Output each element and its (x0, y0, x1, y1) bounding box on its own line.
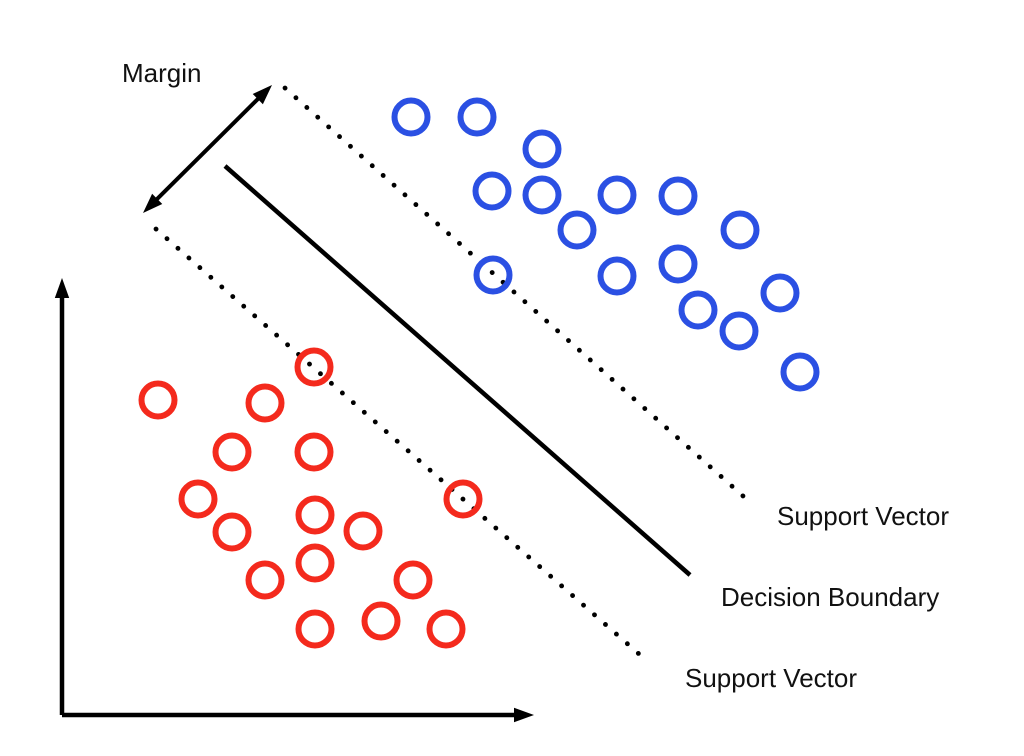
red-class-point (178, 479, 218, 519)
red-class-point (295, 495, 335, 535)
blue-class-point (678, 290, 718, 330)
blue-class-point (658, 244, 698, 284)
red-class-point (294, 432, 334, 472)
red-class-point (361, 601, 401, 641)
red-class-point (212, 432, 252, 472)
red-class-point (295, 543, 335, 583)
margin-arrow (148, 90, 267, 208)
red-class-point (212, 512, 252, 552)
red-class-point (295, 609, 335, 649)
blue-class-point (780, 352, 820, 392)
margin-arrow-arrowhead (143, 193, 163, 213)
red-class-point (138, 380, 178, 420)
blue-class-point (522, 129, 562, 169)
blue-class-point (597, 175, 637, 215)
blue-class-point (473, 255, 513, 295)
blue-class-point (472, 171, 512, 211)
decision-boundary-line (223, 164, 692, 577)
red-class-point (443, 479, 483, 519)
blue-class-point (719, 311, 759, 351)
margin-label: Margin (122, 58, 202, 88)
y-axis-arrowhead (54, 278, 70, 298)
blue-class-point (658, 176, 698, 216)
margin-arrow-arrowhead (252, 85, 272, 105)
red-class-point (245, 560, 285, 600)
blue-class-point (522, 175, 562, 215)
support-vector-line-top (282, 85, 755, 507)
red-class-point (426, 609, 466, 649)
blue-class-point (391, 97, 431, 137)
blue-class-point (557, 210, 597, 250)
blue-class-point (760, 273, 800, 313)
blue-class-point (457, 97, 497, 137)
support-vector-line-bottom (153, 226, 650, 664)
red-class-point (393, 560, 433, 600)
support-vector-bottom-label: Support Vector (685, 663, 857, 693)
red-class-point (245, 383, 285, 423)
support-vector-top-label: Support Vector (777, 501, 949, 531)
x-axis-arrowhead (514, 707, 534, 723)
blue-class-point (597, 256, 637, 296)
red-class-point (294, 347, 334, 387)
red-class-point (343, 511, 383, 551)
decision-boundary-label: Decision Boundary (721, 582, 940, 612)
blue-class-point (720, 210, 760, 250)
